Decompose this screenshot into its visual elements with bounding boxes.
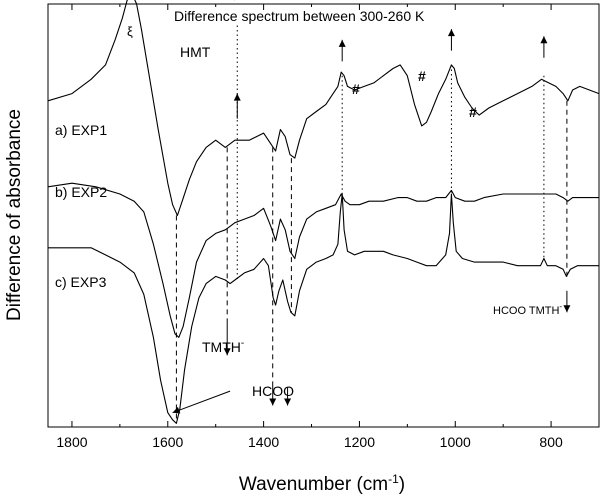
annotation-hcoo-tmth: HCOO TMTH- (493, 302, 562, 317)
series-line-1 (47, 0, 600, 217)
x-tick-label-1600: 1600 (152, 434, 183, 450)
arrow-head-1 (233, 93, 241, 101)
label-exp3: c) EXP3 (55, 274, 107, 290)
arrow-4 (284, 387, 292, 406)
arrow-1 (233, 93, 241, 119)
x-axis-label: Wavenumber (cm-1) (239, 472, 405, 495)
plot-frame (47, 3, 600, 428)
annotation-hash-1: # (352, 81, 360, 97)
arrow-head-8 (563, 305, 571, 313)
arrow-head-6 (447, 29, 455, 37)
annotation-hmt: HMT (180, 44, 211, 60)
annotation-hcoo: HCOO (252, 383, 294, 399)
arrow-head-5 (338, 39, 346, 47)
arrow-head-4 (284, 398, 292, 406)
x-axis-ticks: 1800 1600 1400 1200 1000 800 (56, 4, 600, 450)
x-tick-label-1400: 1400 (248, 434, 279, 450)
annotation-hash-2: # (418, 68, 426, 84)
arrow-2 (223, 323, 231, 356)
arrow-head-3 (269, 398, 277, 406)
arrow-head-9 (172, 406, 181, 414)
arrow-head-2 (223, 348, 231, 356)
x-tick-label-1800: 1800 (56, 434, 87, 450)
x-tick-label-800: 800 (539, 434, 563, 450)
label-exp2: b) EXP2 (55, 184, 107, 200)
chart-title: Difference spectrum between 300-260 K (174, 8, 425, 24)
x-tick-label-1200: 1200 (344, 434, 375, 450)
arrow-shaft-9 (172, 390, 231, 414)
annotation-hash-3: # (469, 104, 477, 120)
arrow-6 (447, 29, 455, 51)
series-line-2 (47, 182, 599, 338)
annotation-xi: ξ (127, 24, 133, 39)
arrow-8 (563, 290, 571, 313)
arrow-7 (540, 36, 548, 58)
arrow-3 (269, 383, 277, 406)
guide-lines (175, 25, 568, 424)
annotation-tmth: TMTH- (202, 338, 244, 355)
label-exp1: a) EXP1 (55, 122, 107, 138)
arrow-5 (338, 39, 346, 62)
arrow-9 (172, 390, 231, 414)
annotation-arrows (172, 0, 571, 414)
arrow-head-7 (540, 36, 548, 44)
series-layer (47, 0, 600, 424)
y-axis-label: Difference of absorbance (4, 109, 25, 321)
x-tick-label-1000: 1000 (440, 434, 471, 450)
